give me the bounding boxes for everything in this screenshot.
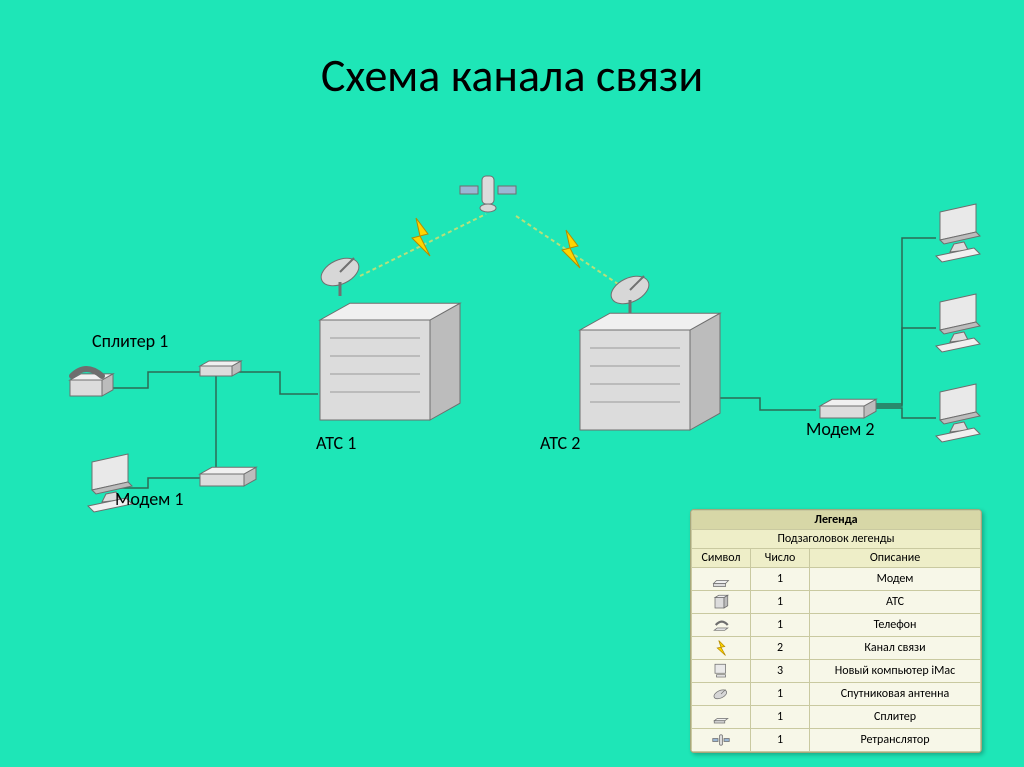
legend-row: 1Спутниковая антенна: [692, 683, 981, 706]
legend-subtitle: Подзаголовок легенды: [692, 530, 981, 549]
legend-row: 3Новый компьютер iMac: [692, 660, 981, 683]
label-splitter1: Сплитер 1: [92, 330, 168, 352]
legend-panel: Легенда Подзаголовок легенды Символ Числ…: [690, 509, 982, 753]
legend-col-desc: Описание: [810, 549, 981, 568]
legend-row: 2Канал связи: [692, 637, 981, 660]
legend-row: 1Сплитер: [692, 706, 981, 729]
label-modem2: Модем 2: [806, 418, 874, 440]
legend-row: 1Телефон: [692, 614, 981, 637]
label-atc2: АТС 2: [540, 432, 580, 454]
legend-row: 1АТС: [692, 591, 981, 614]
legend-col-count: Число: [751, 549, 810, 568]
legend-row: 1Ретранслятор: [692, 729, 981, 752]
legend-table: Легенда Подзаголовок легенды Символ Числ…: [691, 510, 981, 752]
legend-row: 1Модем: [692, 568, 981, 591]
legend-title: Легенда: [692, 511, 981, 530]
label-atc1: АТС 1: [316, 432, 356, 454]
legend-col-symbol: Символ: [692, 549, 751, 568]
label-modem1: Модем 1: [115, 488, 183, 510]
